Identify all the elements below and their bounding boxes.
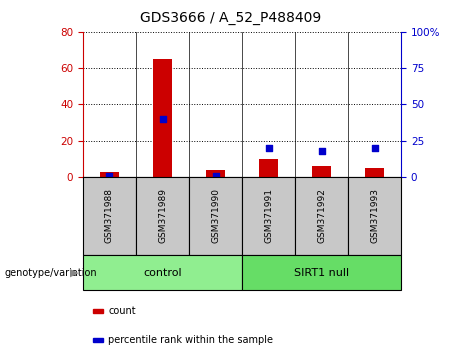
- Bar: [206, 170, 225, 177]
- Bar: [100, 172, 119, 177]
- Text: GDS3666 / A_52_P488409: GDS3666 / A_52_P488409: [140, 11, 321, 25]
- Bar: [312, 166, 331, 177]
- Bar: [259, 159, 278, 177]
- Bar: [242, 255, 401, 290]
- Point: [265, 145, 272, 151]
- Text: GSM371990: GSM371990: [211, 188, 220, 244]
- Point: [212, 173, 219, 178]
- Text: count: count: [108, 306, 136, 316]
- Bar: [83, 177, 136, 255]
- Bar: [242, 177, 295, 255]
- Point: [318, 148, 325, 154]
- Text: SIRT1 null: SIRT1 null: [294, 268, 349, 278]
- Bar: [153, 59, 172, 177]
- Point: [371, 145, 378, 151]
- Bar: [295, 177, 348, 255]
- Text: GSM371992: GSM371992: [317, 188, 326, 244]
- Text: control: control: [143, 268, 182, 278]
- Text: GSM371993: GSM371993: [370, 188, 379, 244]
- Text: genotype/variation: genotype/variation: [5, 268, 97, 278]
- Text: GSM371988: GSM371988: [105, 188, 114, 244]
- Text: ▶: ▶: [70, 268, 78, 278]
- Bar: [365, 168, 384, 177]
- Text: GSM371991: GSM371991: [264, 188, 273, 244]
- Text: GSM371989: GSM371989: [158, 188, 167, 244]
- Bar: [136, 177, 189, 255]
- Text: percentile rank within the sample: percentile rank within the sample: [108, 335, 273, 345]
- Bar: [83, 255, 242, 290]
- Bar: [189, 177, 242, 255]
- Bar: [93, 308, 103, 313]
- Bar: [348, 177, 401, 255]
- Point: [159, 116, 166, 122]
- Point: [106, 173, 113, 178]
- Bar: [93, 338, 103, 342]
